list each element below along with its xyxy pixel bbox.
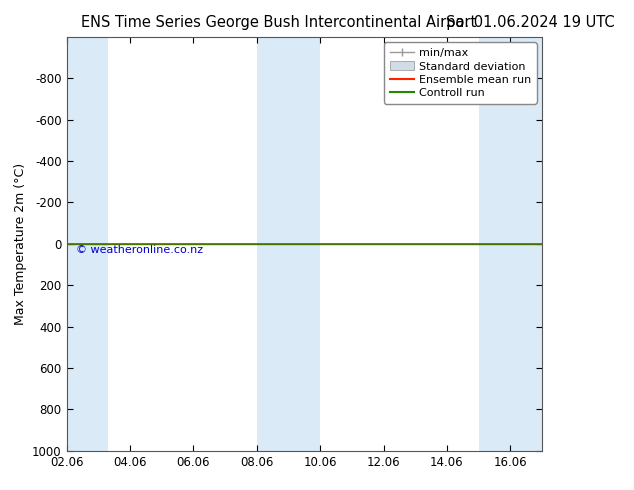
Y-axis label: Max Temperature 2m (°C): Max Temperature 2m (°C)	[13, 163, 27, 325]
Text: ENS Time Series George Bush Intercontinental Airport: ENS Time Series George Bush Intercontine…	[81, 15, 477, 30]
Legend: min/max, Standard deviation, Ensemble mean run, Controll run: min/max, Standard deviation, Ensemble me…	[384, 42, 536, 103]
Bar	[257, 37, 320, 451]
Text: Sa. 01.06.2024 19 UTC: Sa. 01.06.2024 19 UTC	[446, 15, 615, 30]
Text: © weatheronline.co.nz: © weatheronline.co.nz	[76, 245, 204, 255]
Bar	[479, 37, 542, 451]
Bar	[67, 37, 108, 451]
